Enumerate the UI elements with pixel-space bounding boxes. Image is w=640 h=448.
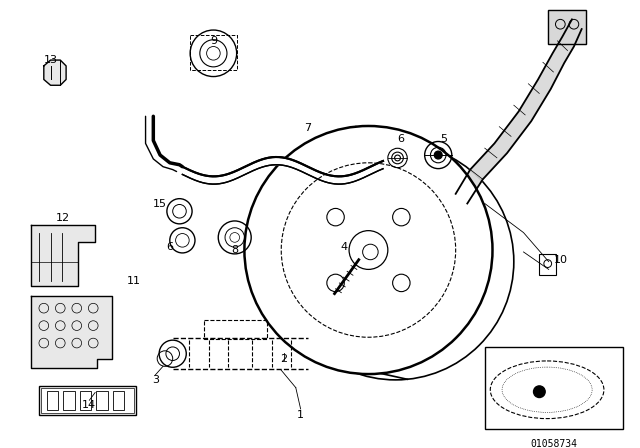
- Polygon shape: [456, 19, 582, 203]
- Text: 13: 13: [44, 55, 58, 65]
- Text: 9: 9: [210, 36, 217, 46]
- Bar: [41, 388, 134, 413]
- Text: 6: 6: [166, 242, 173, 252]
- Bar: [113, 391, 124, 410]
- Circle shape: [332, 213, 339, 221]
- Bar: [539, 254, 556, 275]
- Text: 14: 14: [83, 400, 97, 410]
- Text: 10: 10: [554, 255, 567, 265]
- Circle shape: [332, 279, 339, 287]
- Circle shape: [435, 151, 442, 159]
- Text: 7: 7: [304, 123, 311, 133]
- Bar: [190, 35, 237, 70]
- Text: 3: 3: [152, 375, 159, 385]
- Bar: [484, 347, 623, 429]
- Circle shape: [244, 126, 493, 374]
- Bar: [548, 10, 586, 43]
- Text: 4: 4: [340, 242, 348, 252]
- Polygon shape: [31, 225, 95, 286]
- Text: 8: 8: [231, 245, 238, 255]
- Polygon shape: [31, 296, 111, 368]
- Bar: [63, 391, 75, 410]
- Circle shape: [534, 386, 545, 397]
- Text: 01058734: 01058734: [531, 439, 577, 448]
- Bar: [96, 391, 108, 410]
- Text: 5: 5: [440, 134, 447, 143]
- Text: 6: 6: [397, 134, 404, 143]
- Bar: [39, 386, 136, 415]
- Text: 2: 2: [280, 353, 288, 364]
- Text: 11: 11: [127, 276, 141, 286]
- Bar: [548, 10, 586, 43]
- Bar: [204, 320, 267, 339]
- Circle shape: [277, 143, 514, 380]
- Bar: [47, 391, 58, 410]
- Circle shape: [397, 213, 405, 221]
- Polygon shape: [44, 60, 66, 85]
- Bar: [79, 391, 92, 410]
- Polygon shape: [182, 157, 383, 184]
- Text: 15: 15: [153, 198, 167, 208]
- Text: 1: 1: [297, 410, 304, 420]
- Text: 12: 12: [56, 213, 70, 223]
- Circle shape: [397, 279, 405, 287]
